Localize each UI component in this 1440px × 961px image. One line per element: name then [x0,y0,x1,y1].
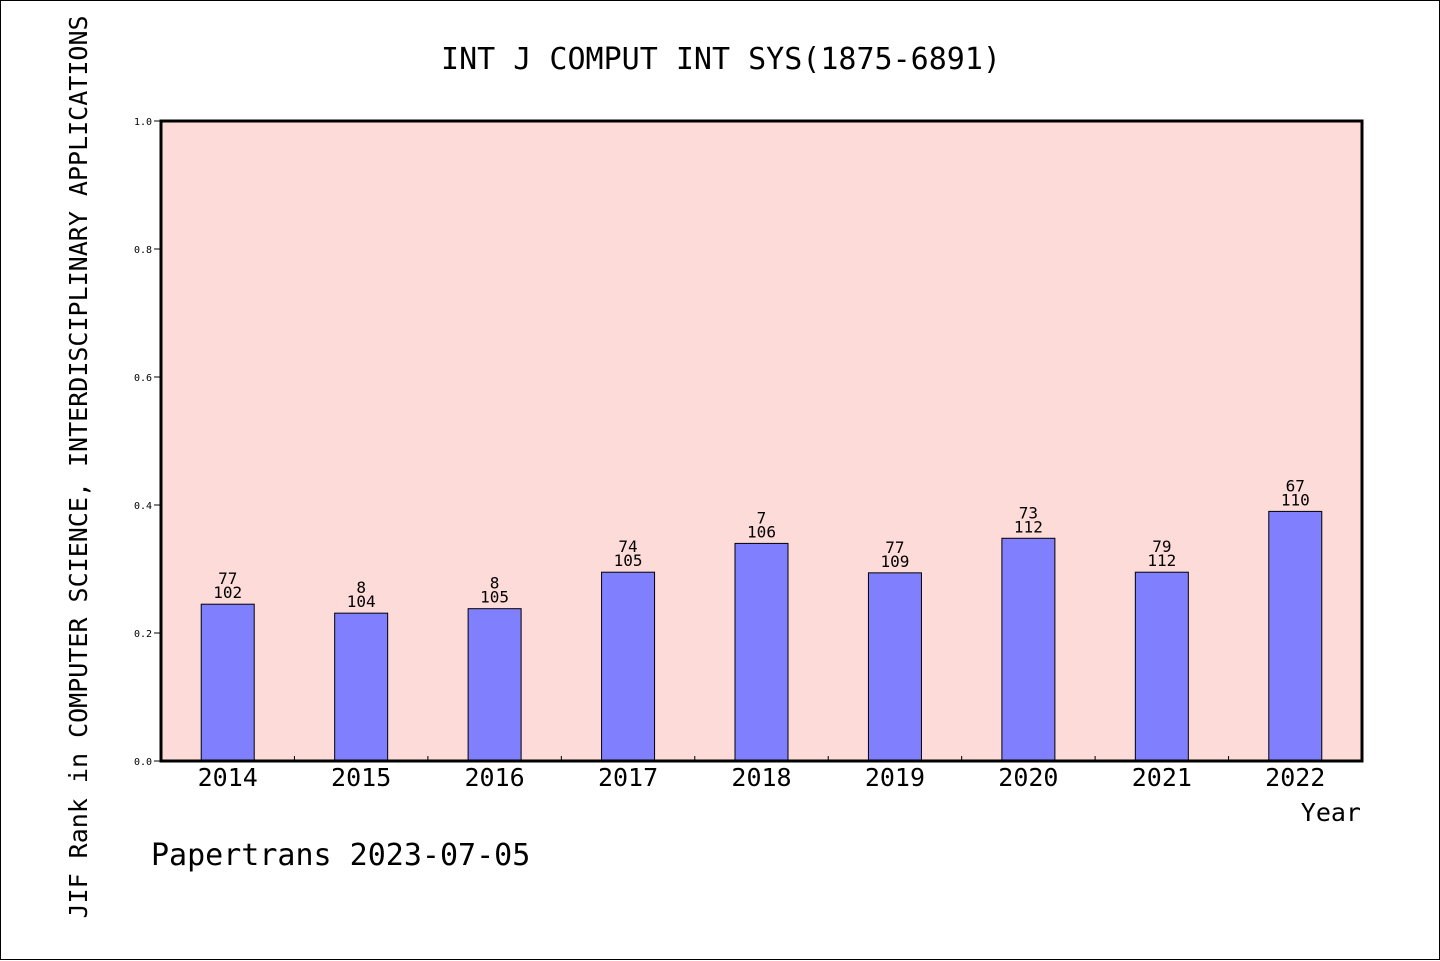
x-tick-label-2022: 2022 [1265,763,1325,792]
x-tick-label-2015: 2015 [331,763,391,792]
x-tick-label-2017: 2017 [598,763,658,792]
bar-total-label-2018: 106 [747,522,776,541]
y-tick-label: 0.0 [134,757,152,768]
bar-rank-label-2016: 8 [490,574,500,593]
bar-2015 [334,612,389,762]
bar-2018 [734,542,789,762]
y-tick-label: 0.8 [134,245,152,256]
bar-2016 [467,608,522,762]
bar-total-label-2020: 112 [1014,517,1043,536]
y-tick-label: 1.0 [134,117,152,128]
bar-rank-label-2020: 73 [1019,503,1038,522]
bar-rank-label-2019: 77 [885,538,904,557]
x-tick-label-2021: 2021 [1132,763,1192,792]
bar-total-label-2021: 112 [1147,551,1176,570]
x-tick-label-2016: 2016 [465,763,525,792]
bar-rank-label-2015: 8 [356,578,366,597]
y-axis-label: JIF Rank in COMPUTER SCIENCE, INTERDISCI… [64,15,93,918]
bar-total-label-2014: 102 [213,583,242,602]
bar-total-label-2019: 109 [880,552,909,571]
bar-2021 [1134,571,1189,762]
y-tick-label: 0.4 [134,501,152,512]
bar-rank-label-2021: 79 [1152,537,1171,556]
bar-total-label-2017: 105 [614,551,643,570]
bar-rank-label-2022: 67 [1286,476,1305,495]
bar-2014 [200,603,255,762]
bar-2022 [1268,510,1323,762]
bar-rank-label-2018: 7 [757,508,767,527]
bar-total-label-2022: 110 [1281,490,1310,509]
bar-rank-label-2014: 77 [218,569,237,588]
credit-text: Papertrans 2023-07-05 [151,838,530,873]
x-tick-label-2018: 2018 [731,763,791,792]
y-tick-label: 0.2 [134,629,152,640]
bar-2020 [1001,537,1056,762]
bar-2017 [601,571,656,762]
x-tick-label-2014: 2014 [198,763,258,792]
y-tick-label: 0.6 [134,373,152,384]
x-tick-label-2020: 2020 [998,763,1058,792]
chart-title: INT J COMPUT INT SYS(1875-6891) [441,42,1001,77]
bar-2019 [867,572,922,762]
x-axis-label: Year [1301,798,1361,827]
bar-total-label-2015: 104 [347,592,376,611]
x-tick-label-2019: 2019 [865,763,925,792]
bar-total-label-2016: 105 [480,588,509,607]
bar-rank-label-2017: 74 [618,537,637,556]
plot-border [159,119,1364,763]
